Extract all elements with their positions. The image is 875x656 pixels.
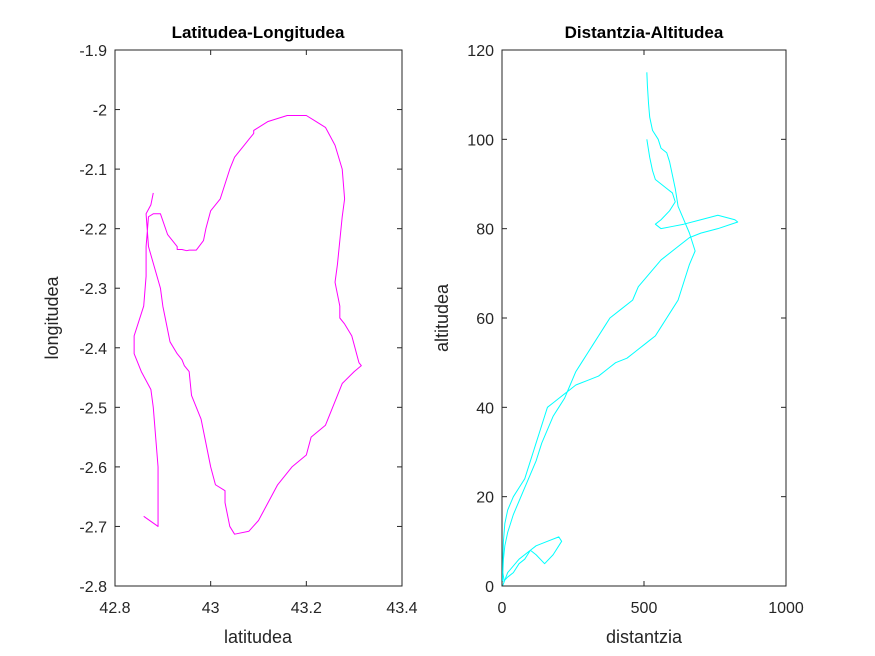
dist-alt-ytick-label: 40 [476, 400, 494, 417]
latlon-series-0-line [133, 115, 362, 535]
latlon-plot-area [114, 49, 403, 587]
dist-alt-xtick-label: 0 [498, 600, 507, 617]
latlon-ytick-label: -2.7 [79, 519, 107, 536]
dist-alt-ytick-label: 100 [467, 132, 494, 149]
latlon-ytick-label: -2.1 [79, 162, 107, 179]
latlon-marks [133, 115, 362, 535]
dist-alt-marks [502, 72, 739, 587]
latlon-ylabel: longitudea [42, 275, 62, 359]
dist-alt-ylabel: altitudea [432, 283, 452, 352]
dist-alt-ticks: 0 500 1000 0 20 40 60 80 100 120 [467, 43, 804, 617]
dist-alt-ytick-label: 120 [467, 43, 494, 60]
latlon-xtick-label: 43.2 [291, 600, 322, 617]
latlon-chart: 42.8 43 43.2 43.4 -1.9 -2 -2.1 -2.2 -2.3 -2.4 -2.5… [42, 23, 418, 647]
dist-alt-series-0-line [502, 139, 739, 587]
latlon-ytick-label: -2.5 [79, 400, 107, 417]
dist-alt-chart: 0 500 1000 0 20 40 60 80 100 120 Distantzia-Altit… [432, 23, 804, 647]
latlon-xlabel: latitudea [224, 627, 293, 647]
latlon-title: Latitudea-Longitudea [172, 23, 345, 42]
dist-alt-ytick-label: 60 [476, 311, 494, 328]
latlon-ytick-label: -2.4 [79, 341, 107, 358]
dist-alt-plot-area [501, 49, 787, 587]
latlon-ytick-label: -2.8 [79, 579, 107, 596]
latlon-ytick-label: -2.2 [79, 222, 107, 239]
dist-alt-xtick-label: 500 [631, 600, 658, 617]
latlon-ytick-label: -2 [93, 103, 107, 120]
latlon-ytick-label: -1.9 [79, 43, 107, 60]
dist-alt-xlabel: distantzia [606, 627, 683, 647]
dist-alt-title: Distantzia-Altitudea [565, 23, 724, 42]
dist-alt-ytick-label: 20 [476, 490, 494, 507]
dist-alt-ytick-label: 80 [476, 222, 494, 239]
dist-alt-ytick-label: 0 [485, 579, 494, 596]
latlon-xtick-label: 43.4 [386, 600, 417, 617]
latlon-ytick-label: -2.6 [79, 460, 107, 477]
latlon-xtick-label: 43 [202, 600, 220, 617]
dist-alt-xtick-label: 1000 [768, 600, 804, 617]
latlon-ytick-label: -2.3 [79, 281, 107, 298]
dist-alt-series-1-line [502, 72, 696, 582]
latlon-xtick-label: 42.8 [99, 600, 130, 617]
latlon-ticks: 42.8 43 43.2 43.4 -1.9 -2 -2.1 -2.2 -2.3 -2.4 -2.5… [79, 43, 417, 617]
